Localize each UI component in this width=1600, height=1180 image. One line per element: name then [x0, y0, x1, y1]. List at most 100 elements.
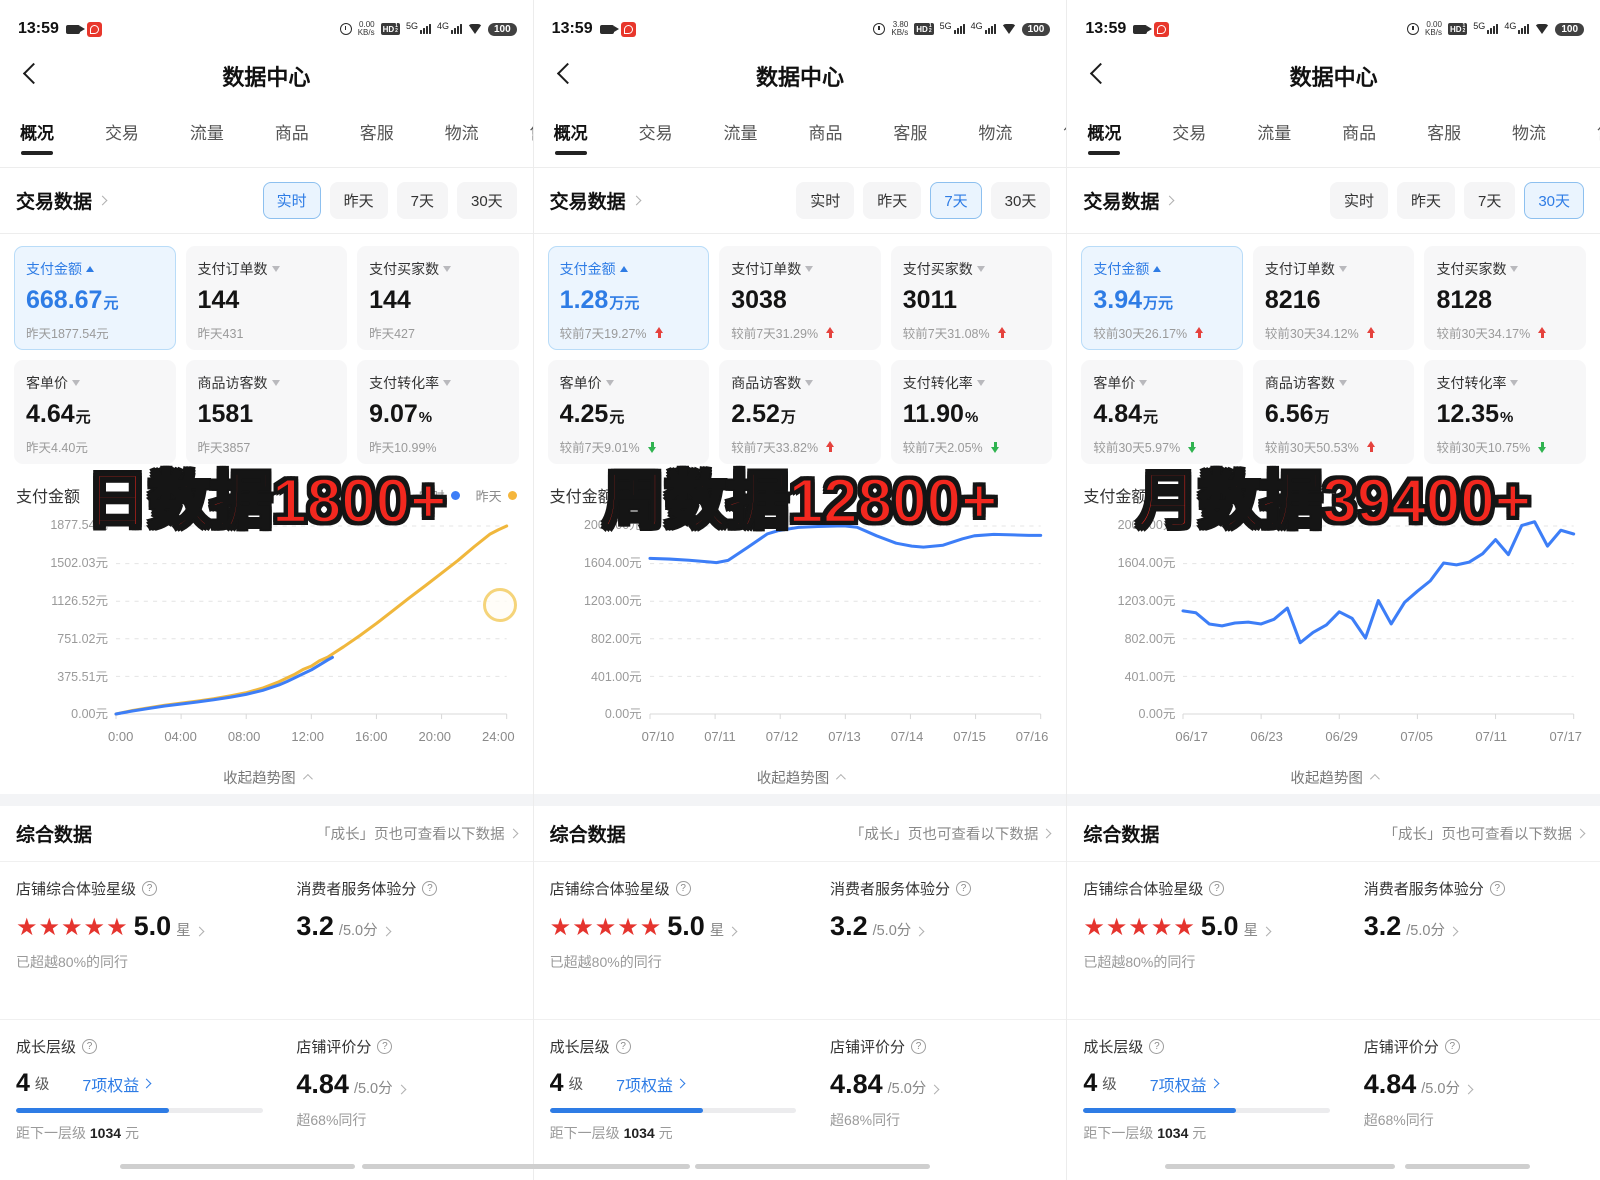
sort-desc-icon [271, 266, 280, 272]
shop-review-score[interactable]: 店铺评价分 4.84 /5.0分 超68%同行 [1364, 1036, 1584, 1152]
trade-data-title[interactable]: 交易数据 [16, 192, 93, 213]
card-payment-amount[interactable]: 支付金额 668.67元 昨天1877.54元 [14, 246, 176, 350]
card-conversion-rate[interactable]: 支付转化率 12.35% 较前30天10.75% [1424, 360, 1587, 464]
tab-service[interactable]: 客服 [359, 124, 394, 143]
filter-7days[interactable]: 7天 [396, 182, 448, 219]
card-order-count[interactable]: 支付订单数 8216 较前30天34.12% [1252, 246, 1415, 350]
tab-aftersale[interactable]: 售 [1063, 119, 1066, 144]
growth-level[interactable]: 成长层级 4 级 7项权益 距下一层级 1034 元 [1083, 1036, 1363, 1152]
help-icon[interactable] [675, 881, 691, 896]
tab-trade[interactable]: 交易 [638, 124, 673, 143]
help-icon[interactable] [1444, 1039, 1460, 1054]
trade-data-title[interactable]: 交易数据 [1083, 192, 1160, 213]
consumer-service-score[interactable]: 消费者服务体验分 3.2 /5.0分 [1364, 878, 1584, 1011]
card-product-visitors[interactable]: 商品访客数 2.52万 较前7天33.82% [719, 360, 881, 464]
tab-products[interactable]: 商品 [808, 124, 843, 143]
collapse-chart-link[interactable]: 收起趋势图 [16, 760, 517, 794]
filter-30days[interactable]: 30天 [1524, 182, 1585, 219]
filter-realtime[interactable]: 实时 [796, 182, 855, 219]
card-buyer-count[interactable]: 支付买家数 3011 较前7天31.08% [890, 246, 1053, 350]
consumer-service-score[interactable]: 消费者服务体验分 3.2 /5.0分 [830, 878, 1050, 1011]
tab-aftersale[interactable]: 售 [1597, 119, 1600, 144]
shop-star-rating[interactable]: 店铺综合体验星级 ★★★★★ 5.0 星 已超越80%的同行 [16, 878, 296, 1011]
growth-level[interactable]: 成长层级 4 级 7项权益 距下一层级 1034 元 [16, 1036, 296, 1152]
card-conversion-rate[interactable]: 支付转化率 11.90% 较前7天2.05% [890, 360, 1053, 464]
filter-7days[interactable]: 7天 [1463, 182, 1516, 219]
tab-trade[interactable]: 交易 [104, 124, 139, 143]
tab-traffic[interactable]: 流量 [723, 124, 758, 143]
rights-link[interactable]: 7项权益 [616, 1072, 686, 1096]
tab-traffic[interactable]: 流量 [1257, 124, 1292, 143]
help-icon[interactable] [1149, 1039, 1165, 1054]
rights-link[interactable]: 7项权益 [1150, 1072, 1220, 1096]
growth-page-link[interactable]: 「成长」页也可查看以下数据 [850, 823, 1052, 844]
back-button[interactable] [556, 62, 578, 85]
collapse-chart-link[interactable]: 收起趋势图 [550, 760, 1051, 794]
help-icon[interactable] [1209, 881, 1225, 896]
tab-overview[interactable]: 概况 [1087, 119, 1121, 155]
tab-service[interactable]: 客服 [893, 124, 928, 143]
growth-page-link[interactable]: 「成长」页也可查看以下数据 [1384, 823, 1586, 844]
back-button[interactable] [22, 62, 45, 85]
tab-service[interactable]: 客服 [1427, 124, 1462, 143]
filter-yesterday[interactable]: 昨天 [863, 182, 922, 219]
back-button[interactable] [1090, 62, 1112, 85]
trade-data-title[interactable]: 交易数据 [549, 192, 626, 213]
card-avg-order-value[interactable]: 客单价 4.25元 较前7天9.01% [547, 360, 710, 464]
rights-link[interactable]: 7项权益 [82, 1072, 152, 1096]
card-avg-order-value[interactable]: 客单价 4.64元 昨天4.40元 [14, 360, 176, 464]
card-payment-amount[interactable]: 支付金额 1.28万元 较前7天19.27% [547, 246, 710, 350]
help-icon[interactable] [956, 881, 972, 896]
shop-review-score[interactable]: 店铺评价分 4.84 /5.0分 超68%同行 [296, 1036, 516, 1152]
card-buyer-count[interactable]: 支付买家数 8128 较前30天34.17% [1424, 246, 1587, 350]
chevron-right-icon [675, 1078, 686, 1089]
filter-realtime[interactable]: 实时 [262, 182, 321, 219]
chevron-up-icon [836, 773, 847, 784]
help-icon[interactable] [142, 881, 158, 896]
shop-star-rating[interactable]: 店铺综合体验星级 ★★★★★ 5.0 星 已超越80%的同行 [1083, 878, 1363, 1011]
collapse-chart-link[interactable]: 收起趋势图 [1083, 760, 1584, 794]
filter-7days[interactable]: 7天 [930, 182, 982, 219]
consumer-service-score[interactable]: 消费者服务体验分 3.2 /5.0分 [296, 878, 516, 1011]
card-order-count[interactable]: 支付订单数 3038 较前7天31.29% [719, 246, 881, 350]
card-buyer-count[interactable]: 支付买家数 144 昨天427 [357, 246, 519, 350]
tab-traffic[interactable]: 流量 [189, 124, 224, 143]
trend-line-chart [648, 524, 1042, 720]
network-speed: 3.80 KB/s [891, 19, 909, 37]
tab-products[interactable]: 商品 [274, 124, 309, 143]
chart-title: 支付金额 [16, 489, 81, 506]
shop-star-rating[interactable]: 店铺综合体验星级 ★★★★★ 5.0 星 已超越80%的同行 [550, 878, 830, 1011]
tab-overview[interactable]: 概况 [20, 119, 54, 155]
growth-page-link[interactable]: 「成长」页也可查看以下数据 [316, 823, 519, 844]
tab-products[interactable]: 商品 [1342, 124, 1377, 143]
trend-down-icon [1187, 441, 1198, 453]
tab-logistics[interactable]: 物流 [978, 124, 1013, 143]
tab-trade[interactable]: 交易 [1172, 124, 1207, 143]
app-notification-icon [86, 21, 102, 37]
help-icon[interactable] [422, 881, 438, 896]
card-order-count[interactable]: 支付订单数 144 昨天431 [185, 246, 348, 350]
card-conversion-rate[interactable]: 支付转化率 9.07% 昨天10.99% [357, 360, 519, 464]
tab-overview[interactable]: 概况 [554, 119, 588, 155]
card-payment-amount[interactable]: 支付金额 3.94万元 较前30天26.17% [1081, 246, 1243, 350]
help-icon[interactable] [377, 1039, 393, 1054]
chart-legend: 实时 昨天 [419, 486, 517, 505]
help-icon[interactable] [82, 1039, 98, 1054]
card-product-visitors[interactable]: 商品访客数 1581 昨天3857 [185, 360, 348, 464]
shop-review-score[interactable]: 店铺评价分 4.84 /5.0分 超68%同行 [830, 1036, 1050, 1152]
help-icon[interactable] [1489, 881, 1505, 896]
card-avg-order-value[interactable]: 客单价 4.84元 较前30天5.97% [1081, 360, 1243, 464]
help-icon[interactable] [615, 1039, 631, 1054]
card-product-visitors[interactable]: 商品访客数 6.56万 较前30天50.53% [1252, 360, 1415, 464]
filter-yesterday[interactable]: 昨天 [1396, 182, 1455, 219]
help-icon[interactable] [911, 1039, 927, 1054]
tab-logistics[interactable]: 物流 [444, 124, 479, 143]
filter-30days[interactable]: 30天 [456, 182, 517, 219]
tab-logistics[interactable]: 物流 [1512, 124, 1547, 143]
filter-yesterday[interactable]: 昨天 [329, 182, 388, 219]
floating-bubble[interactable] [482, 588, 517, 622]
growth-level[interactable]: 成长层级 4 级 7项权益 距下一层级 1034 元 [549, 1036, 830, 1152]
filter-realtime[interactable]: 实时 [1329, 182, 1388, 219]
tab-aftersale[interactable]: 售 [530, 119, 533, 144]
filter-30days[interactable]: 30天 [990, 182, 1051, 219]
